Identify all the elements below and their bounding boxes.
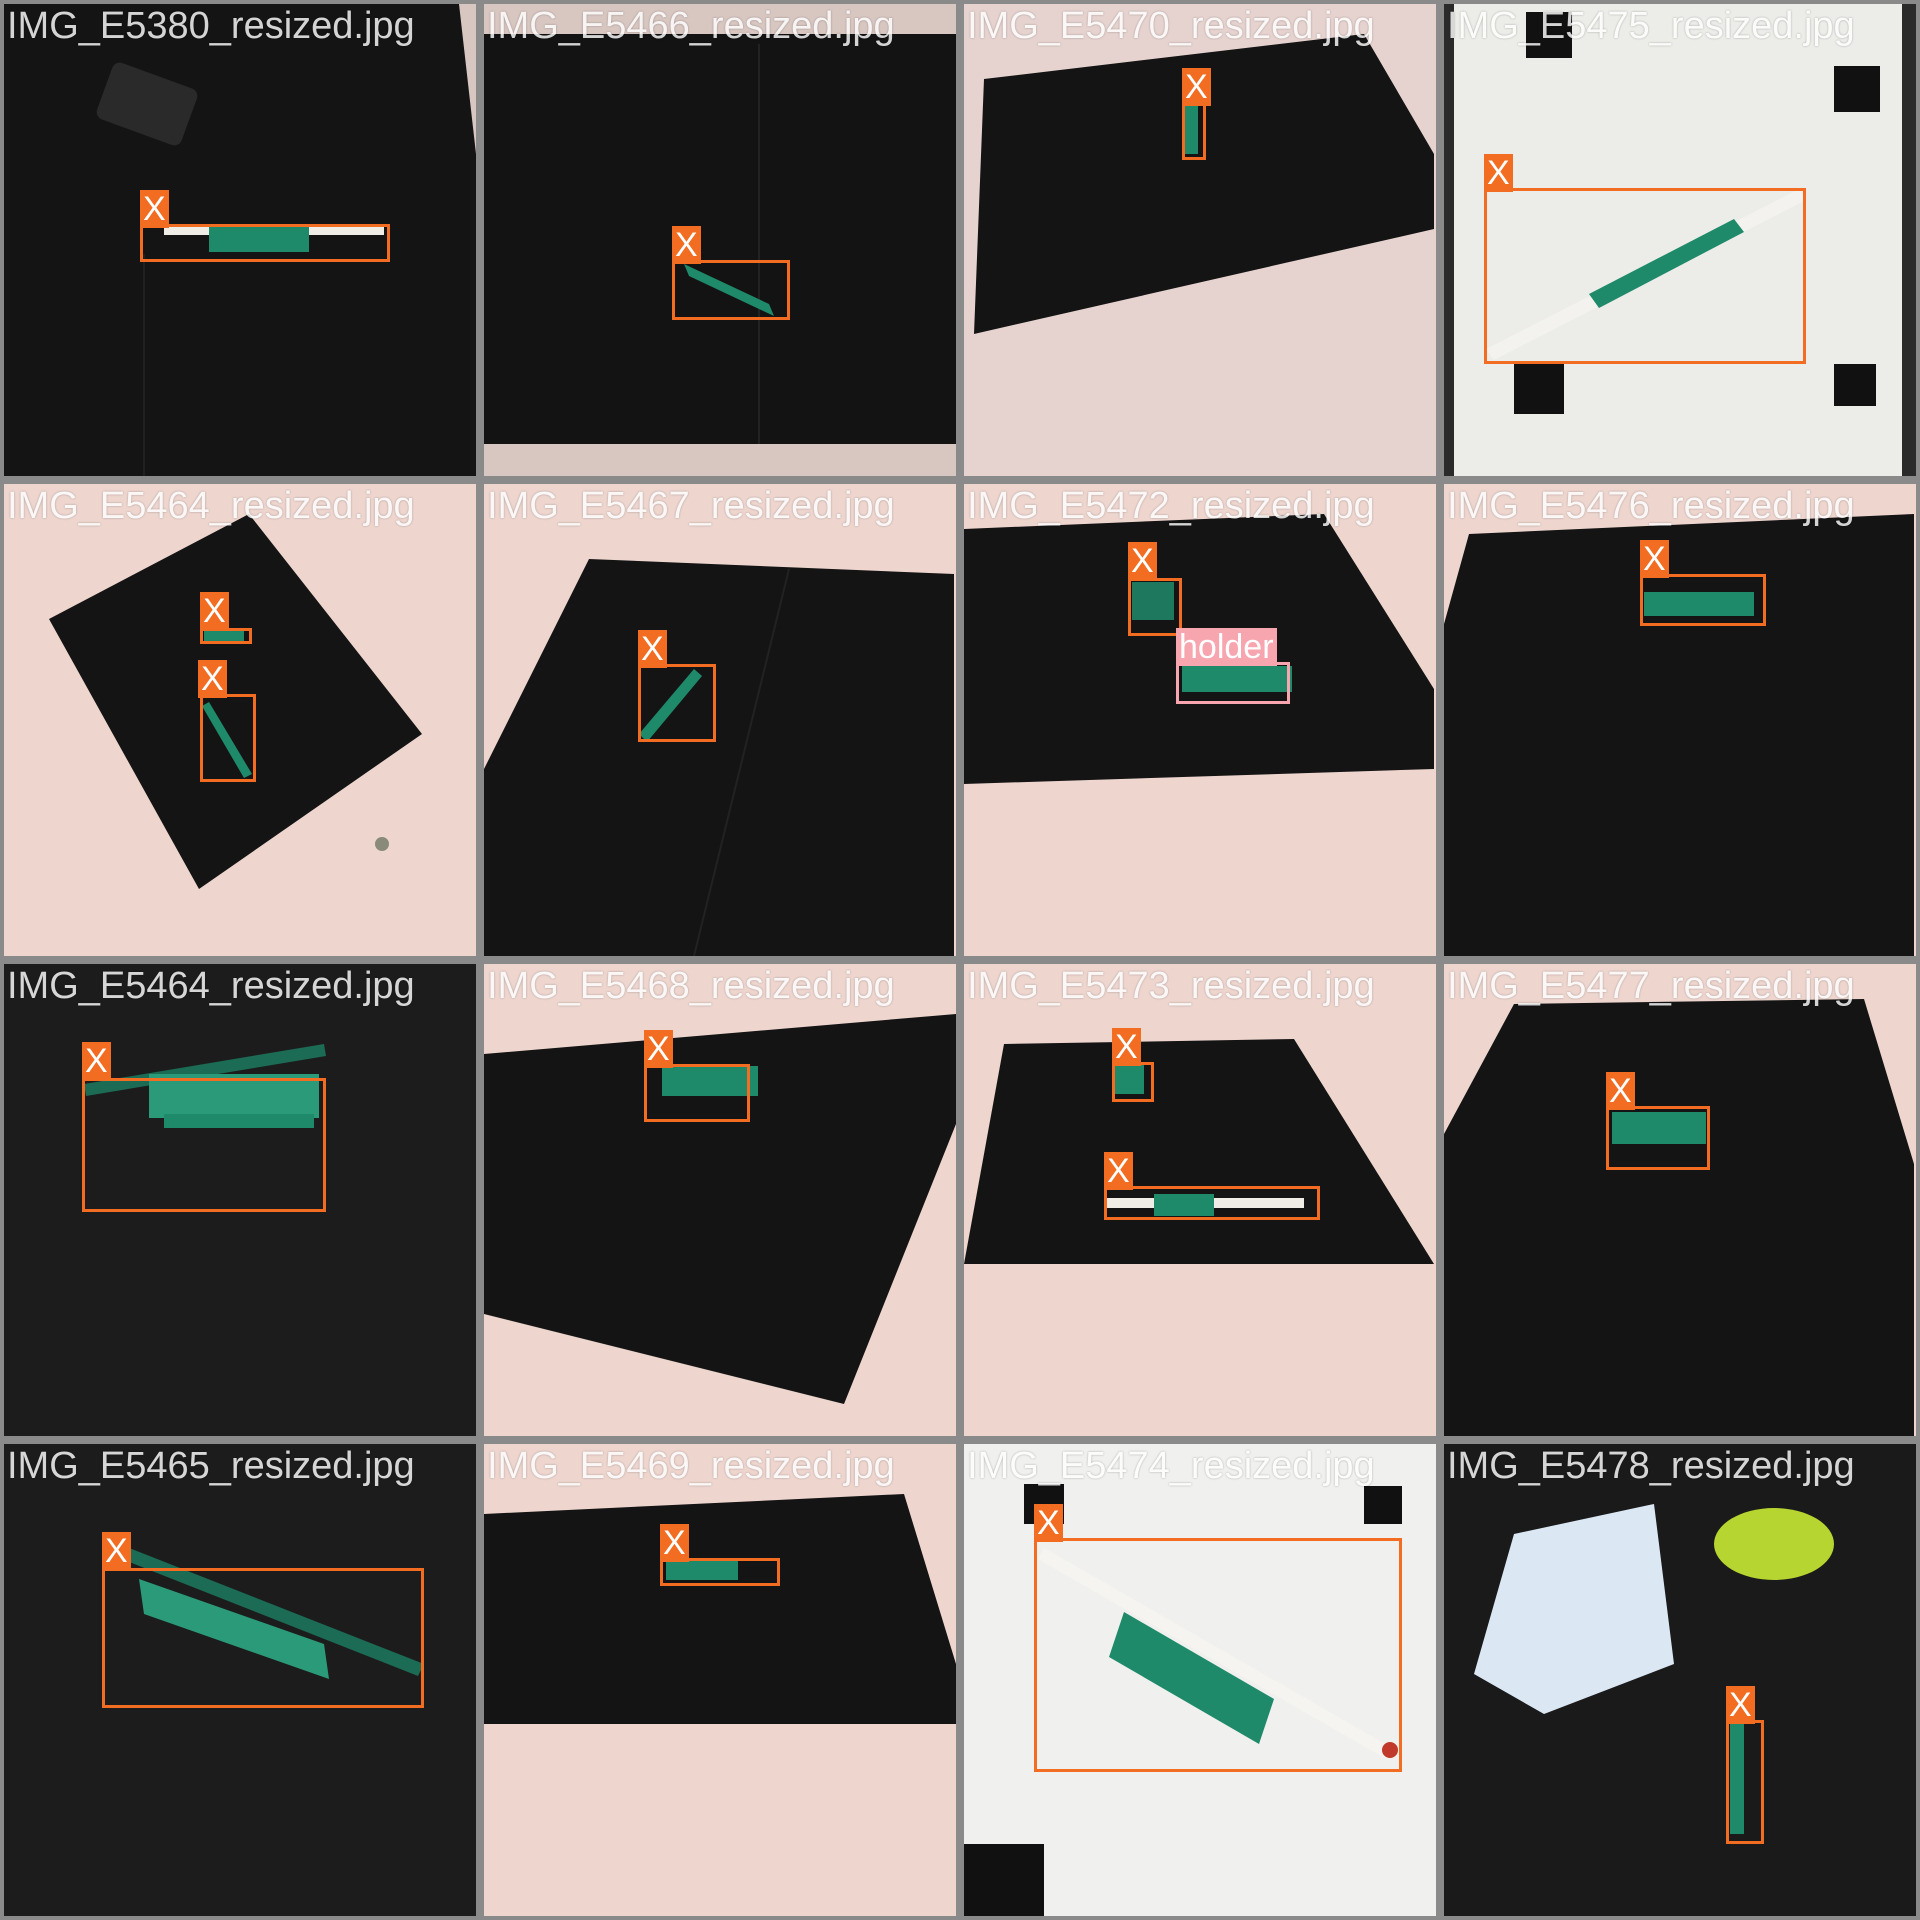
tile-16[interactable]: IMG_E5478_resized.jpg X	[1444, 1444, 1916, 1916]
bbox-holder	[1176, 662, 1290, 704]
bbox-x	[1606, 1106, 1710, 1170]
tile-photo	[484, 964, 956, 1436]
file-name-label: IMG_E5465_resized.jpg	[7, 1445, 415, 1487]
file-name-label: IMG_E5380_resized.jpg	[7, 5, 415, 47]
bbox-label: X	[1606, 1072, 1635, 1110]
file-name-label: IMG_E5476_resized.jpg	[1447, 485, 1855, 527]
bbox-label: X	[140, 190, 169, 228]
tile-photo	[4, 484, 476, 956]
bbox-x	[672, 260, 790, 320]
file-name-label: IMG_E5473_resized.jpg	[967, 965, 1375, 1007]
tile-13[interactable]: IMG_E5465_resized.jpg X	[4, 1444, 476, 1916]
tile-photo	[4, 1444, 476, 1916]
bbox-x	[1182, 102, 1206, 160]
tile-7[interactable]: IMG_E5472_resized.jpg X holder	[964, 484, 1436, 956]
bbox-label: X	[660, 1524, 689, 1562]
bbox-label: X	[1034, 1504, 1063, 1542]
bbox-label: X	[1112, 1028, 1141, 1066]
tile-photo	[1444, 964, 1916, 1436]
bbox-label: X	[1104, 1152, 1133, 1190]
bbox-label: X	[102, 1532, 131, 1570]
tile-photo	[484, 484, 956, 956]
bbox-label: X	[1182, 68, 1211, 106]
file-name-label: IMG_E5472_resized.jpg	[967, 485, 1375, 527]
tile-1[interactable]: IMG_E5380_resized.jpg X	[4, 4, 476, 476]
tile-11[interactable]: IMG_E5473_resized.jpg X X	[964, 964, 1436, 1436]
tile-4[interactable]: IMG_E5475_resized.jpg X	[1444, 4, 1916, 476]
bbox-label: X	[672, 226, 701, 264]
tile-photo	[1444, 484, 1916, 956]
bbox-x	[1104, 1186, 1320, 1220]
file-name-label: IMG_E5470_resized.jpg	[967, 5, 1375, 47]
bbox-label: holder	[1176, 628, 1277, 666]
bbox-x	[140, 224, 390, 262]
tile-10[interactable]: IMG_E5468_resized.jpg X	[484, 964, 956, 1436]
bbox-label: X	[1128, 542, 1157, 580]
file-name-label: IMG_E5464_resized.jpg	[7, 965, 415, 1007]
file-name-label: IMG_E5478_resized.jpg	[1447, 1445, 1855, 1487]
tile-8[interactable]: IMG_E5476_resized.jpg X	[1444, 484, 1916, 956]
bbox-label: X	[1484, 154, 1513, 192]
tile-12[interactable]: IMG_E5477_resized.jpg X	[1444, 964, 1916, 1436]
bbox-label: X	[82, 1042, 111, 1080]
bbox-label: X	[644, 1030, 673, 1068]
bbox-x	[102, 1568, 424, 1708]
tile-photo	[484, 4, 956, 476]
tile-3[interactable]: IMG_E5470_resized.jpg X	[964, 4, 1436, 476]
bbox-label: X	[198, 660, 227, 698]
tile-photo	[964, 964, 1436, 1436]
tile-2[interactable]: IMG_E5466_resized.jpg X	[484, 4, 956, 476]
bbox-x	[1726, 1720, 1764, 1844]
tile-5[interactable]: IMG_E5464_resized.jpg X X	[4, 484, 476, 956]
bbox-label: X	[200, 592, 229, 630]
tile-photo	[1444, 1444, 1916, 1916]
bbox-x	[660, 1558, 780, 1586]
bbox-x	[200, 694, 256, 782]
file-name-label: IMG_E5477_resized.jpg	[1447, 965, 1855, 1007]
bbox-x	[1640, 574, 1766, 626]
file-name-label: IMG_E5469_resized.jpg	[487, 1445, 895, 1487]
tile-14[interactable]: IMG_E5469_resized.jpg X	[484, 1444, 956, 1916]
bbox-x	[644, 1064, 750, 1122]
bbox-label: X	[1726, 1686, 1755, 1724]
file-name-label: IMG_E5464_resized.jpg	[7, 485, 415, 527]
tile-photo	[4, 4, 476, 476]
tile-photo	[484, 1444, 956, 1916]
file-name-label: IMG_E5474_resized.jpg	[967, 1445, 1375, 1487]
bbox-x	[1128, 578, 1182, 636]
file-name-label: IMG_E5468_resized.jpg	[487, 965, 895, 1007]
file-name-label: IMG_E5467_resized.jpg	[487, 485, 895, 527]
bbox-x	[1034, 1538, 1402, 1772]
bbox-label: X	[638, 630, 667, 668]
bbox-x	[638, 664, 716, 742]
file-name-label: IMG_E5475_resized.jpg	[1447, 5, 1855, 47]
tile-6[interactable]: IMG_E5467_resized.jpg X	[484, 484, 956, 956]
tile-9[interactable]: IMG_E5464_resized.jpg X	[4, 964, 476, 1436]
bbox-x	[1484, 188, 1806, 364]
file-name-label: IMG_E5466_resized.jpg	[487, 5, 895, 47]
tile-photo	[1444, 4, 1916, 476]
bbox-x	[200, 628, 252, 644]
bbox-x	[82, 1078, 326, 1212]
tile-15[interactable]: IMG_E5474_resized.jpg X	[964, 1444, 1436, 1916]
tile-photo	[964, 484, 1436, 956]
bbox-label: X	[1640, 540, 1669, 578]
bbox-x	[1112, 1062, 1154, 1102]
